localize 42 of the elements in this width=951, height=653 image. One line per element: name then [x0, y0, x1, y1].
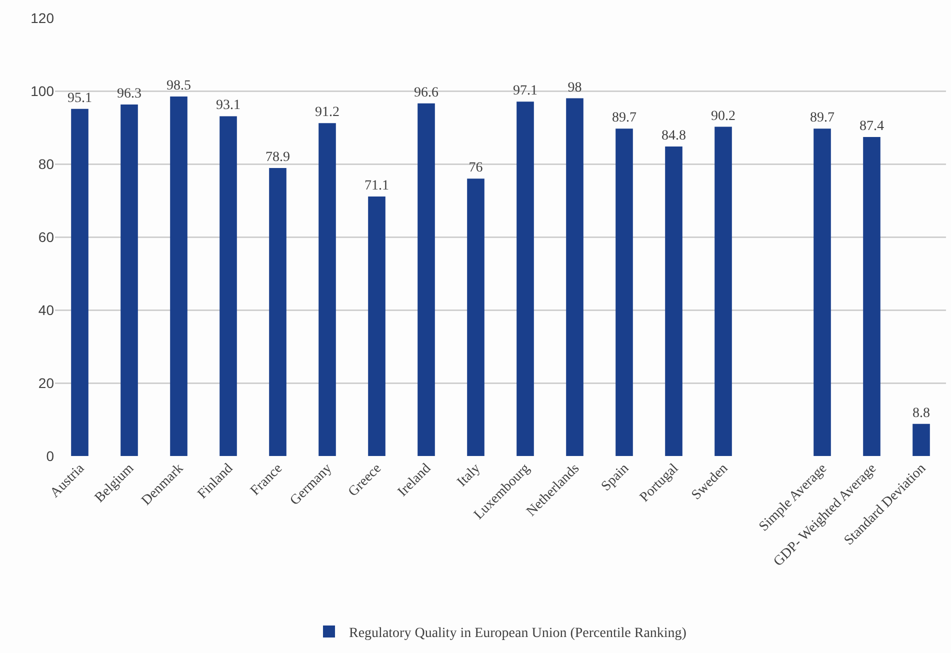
bar [418, 103, 435, 456]
bar [863, 136, 880, 456]
y-tick-label: 80 [38, 156, 54, 172]
bar [71, 108, 88, 456]
data-label: 93.1 [216, 98, 240, 114]
data-label: 96.6 [414, 85, 438, 100]
y-tick-label: 60 [38, 228, 54, 245]
legend-label: Regulatory Quality in European Union (Percentile Ranking) [349, 626, 687, 641]
data-label: 97.1 [513, 84, 538, 99]
bar [220, 116, 237, 456]
data-label: 76 [468, 160, 483, 176]
bar [616, 128, 633, 456]
bar [368, 196, 386, 456]
bar [566, 98, 584, 456]
y-tick-label: 0 [46, 448, 54, 464]
bar [714, 126, 732, 456]
bar [120, 104, 138, 456]
bar [912, 424, 930, 456]
data-label: 8.8 [912, 406, 930, 421]
y-tick-label: 20 [38, 374, 54, 391]
data-label: 87.4 [860, 118, 884, 134]
data-label: 98 [568, 80, 582, 96]
y-tick-label: 100 [30, 82, 54, 99]
data-label: 71.1 [364, 178, 389, 194]
data-label: 90.2 [711, 108, 736, 124]
data-label: 89.7 [612, 110, 636, 126]
bar [170, 96, 188, 456]
bar [814, 128, 831, 456]
y-tick-label: 40 [38, 302, 54, 318]
data-label: 95.1 [68, 90, 92, 106]
data-label: 78.9 [266, 150, 290, 166]
data-label: 98.5 [166, 78, 191, 94]
bar [516, 102, 534, 456]
bar [665, 146, 682, 456]
bar [269, 168, 286, 456]
bar [467, 178, 484, 456]
data-label: 84.8 [662, 128, 686, 144]
data-label: 91.2 [315, 105, 340, 120]
data-label: 96.3 [117, 86, 142, 102]
data-label: 89.7 [810, 110, 834, 126]
bar [318, 123, 336, 456]
y-tick-label: 120 [30, 10, 54, 26]
